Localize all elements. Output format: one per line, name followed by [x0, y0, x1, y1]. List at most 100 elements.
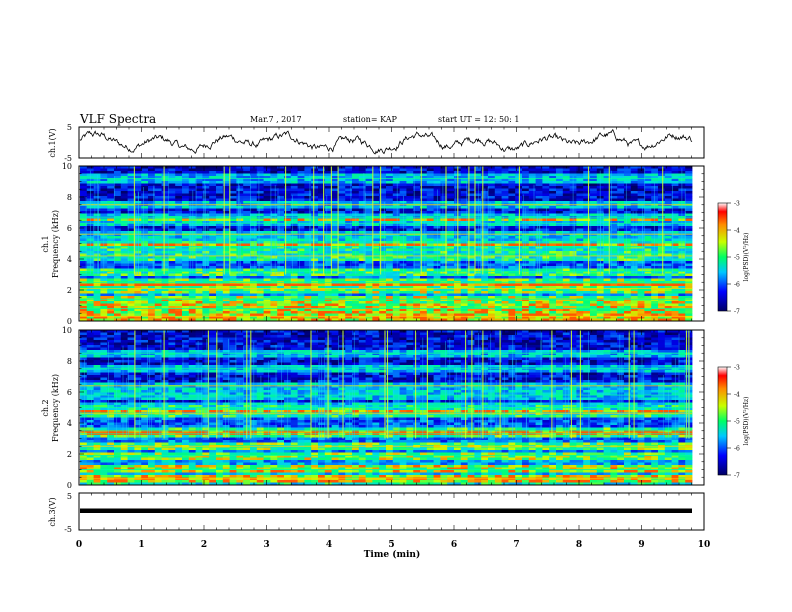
spectrogram-cell [426, 233, 434, 237]
spectrogram-cell [311, 198, 319, 202]
spectrogram-cell [100, 283, 108, 287]
spectrogram-cell [372, 291, 380, 294]
spectrogram-cell [522, 233, 530, 237]
spectrogram-cell [562, 286, 570, 289]
spectrogram-cell [392, 218, 400, 222]
spectrogram-cell [120, 188, 128, 192]
spectrogram-cell [243, 256, 251, 259]
spectrogram-cell [433, 291, 441, 294]
spectrogram-cell [501, 291, 509, 294]
spectrogram-cell [168, 196, 176, 199]
spectrogram-cell [481, 278, 489, 282]
spectrogram-cell [120, 286, 128, 289]
spectrogram-cell [372, 293, 380, 297]
spectrogram-cell [229, 301, 237, 304]
spectrogram-cell [352, 288, 360, 292]
spectrogram-cell [114, 246, 122, 249]
spectrogram-cell [216, 196, 224, 199]
spectrogram-cell [202, 173, 210, 177]
spectrogram-cell [154, 236, 162, 239]
spectrogram-cell [188, 301, 196, 304]
spectrogram-cell [562, 243, 570, 247]
spectrogram-cell [440, 173, 448, 177]
spectrogram-cell [324, 188, 332, 192]
spectrogram-cell [141, 283, 149, 287]
spectrogram-cell [345, 293, 353, 297]
spectrogram-cell [522, 218, 530, 222]
spectrogram-cell [148, 191, 156, 194]
spectrogram-cell [358, 228, 366, 232]
spectrogram-cell [161, 231, 169, 234]
spectrogram-cell [447, 231, 455, 234]
spectrogram-cell [209, 171, 217, 174]
spectrogram-cell [318, 213, 326, 217]
spectrogram-cell [195, 298, 203, 302]
spectrogram-cell [610, 226, 618, 229]
spectrogram-cell [216, 181, 224, 184]
spectrogram-cell [630, 178, 638, 182]
spectrogram-cell [236, 261, 244, 264]
spectrogram-cell [297, 181, 305, 184]
spectrogram-cell [440, 196, 448, 199]
spectrogram-cell [86, 293, 94, 297]
spectrogram-cell [141, 173, 149, 177]
spectrogram-cell [583, 178, 591, 182]
spectrogram-cell [222, 223, 230, 227]
spectrogram-cell [596, 296, 604, 299]
spectrogram-cell [494, 293, 502, 297]
spectrogram-cell [556, 233, 564, 237]
spectrogram-cell [338, 178, 346, 182]
spectrogram-cell [685, 288, 693, 292]
spectrogram-cell [630, 286, 638, 289]
spectrogram-cell [277, 286, 285, 289]
spectrogram-cell [209, 176, 217, 179]
spectrogram-cell [345, 196, 353, 199]
spectrogram-cell [297, 233, 305, 237]
spectrogram-cell [590, 286, 598, 289]
spectrogram-cell [270, 258, 278, 262]
spectrogram-cell [243, 228, 251, 232]
spectrogram-cell [515, 188, 523, 192]
spectrogram-cell [358, 288, 366, 292]
station-label: station= KAP [343, 115, 398, 124]
spectrogram-cell [277, 198, 285, 202]
spectrogram-cell [386, 251, 394, 254]
spectrogram-cell [331, 291, 339, 294]
spectrogram-cell [562, 258, 570, 262]
spectrogram-cell [365, 246, 373, 249]
spectrogram-cell [202, 198, 210, 202]
spectrogram-cell [100, 296, 108, 299]
spectrogram-cell [331, 186, 339, 189]
spectrogram-cell [528, 243, 536, 247]
spectrogram-cell [365, 213, 373, 217]
spectrogram-cell [528, 211, 536, 214]
spectrogram-cell [549, 208, 557, 212]
spectrogram-cell [263, 251, 271, 254]
spectrogram-cell [311, 211, 319, 214]
spectrogram-cell [399, 288, 407, 292]
spectrogram-cell [168, 236, 176, 239]
spectrogram-cell [637, 166, 645, 169]
spectrogram-cell [508, 191, 516, 194]
spectrogram-cell [284, 271, 292, 274]
spectrogram-cell [542, 253, 550, 257]
spectrogram-cell [590, 223, 598, 227]
spectrogram-cell [120, 183, 128, 187]
spectrogram-cell [127, 166, 135, 169]
spectrogram-cell [372, 238, 380, 242]
spectrogram-cell [284, 196, 292, 199]
spectrogram-cell [277, 261, 285, 264]
spectrogram-cell [508, 291, 516, 294]
spectrogram-cell [467, 248, 475, 252]
spectrogram-cell [86, 283, 94, 287]
spectrogram-cell [277, 193, 285, 197]
spectrogram-cell [86, 276, 94, 279]
spectrogram-cell [494, 181, 502, 184]
spectrogram-cell [576, 258, 584, 262]
spectrogram-cell [195, 191, 203, 194]
spectrogram-cell [148, 243, 156, 247]
spectrogram-cell [216, 266, 224, 269]
spectrogram-cell [549, 293, 557, 297]
spectrogram-cell [195, 206, 203, 209]
start-time-label: start UT = 12: 50: 1 [438, 115, 519, 124]
